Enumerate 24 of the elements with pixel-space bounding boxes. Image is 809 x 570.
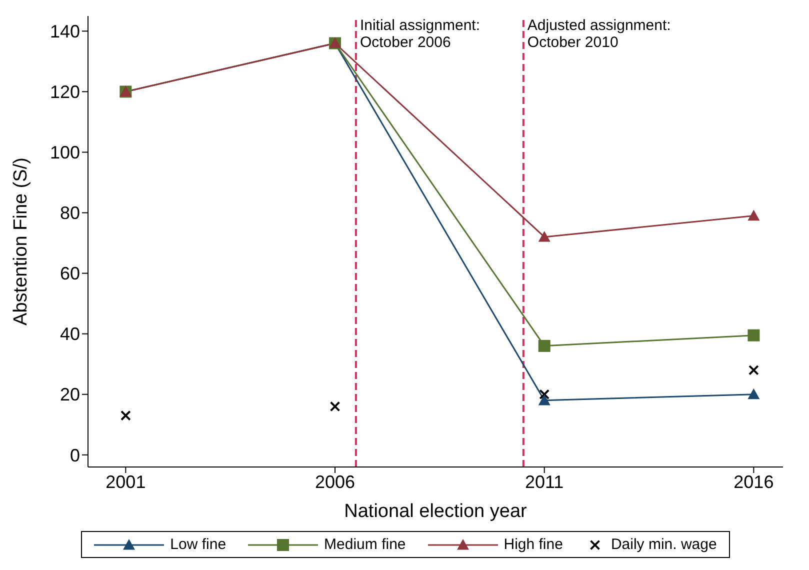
point <box>748 210 760 221</box>
y-tick-label: 140 <box>50 22 80 42</box>
legend-label: Medium fine <box>324 536 406 553</box>
x-tick-label: 2011 <box>524 472 564 492</box>
y-tick-label: 80 <box>60 203 80 224</box>
y-tick-label: 0 <box>70 445 80 466</box>
point <box>538 340 550 352</box>
y-tick-label: 40 <box>60 324 80 344</box>
x-tick-label: 2001 <box>106 472 146 492</box>
y-tick-label: 60 <box>60 264 80 284</box>
y-tick-label: 120 <box>50 82 80 102</box>
legend-label: High fine <box>504 536 563 553</box>
legend-label: Daily min. wage <box>610 536 717 553</box>
point <box>748 329 760 342</box>
ref-line-label: Initial assignment: October 2006 <box>360 17 480 51</box>
x-tick-label: 2006 <box>314 472 356 492</box>
x-axis-title: National election year <box>344 501 528 522</box>
legend-label: Low fine <box>170 536 226 553</box>
y-axis-title: Abstention Fine (S/) <box>10 158 32 326</box>
x-tick-label: 2016 <box>734 472 774 492</box>
point <box>538 230 550 242</box>
y-tick-label: 20 <box>60 384 80 405</box>
y-tick-label: 100 <box>50 142 80 163</box>
ref-line-label: Adjusted assignment: October 2010 <box>527 17 671 51</box>
